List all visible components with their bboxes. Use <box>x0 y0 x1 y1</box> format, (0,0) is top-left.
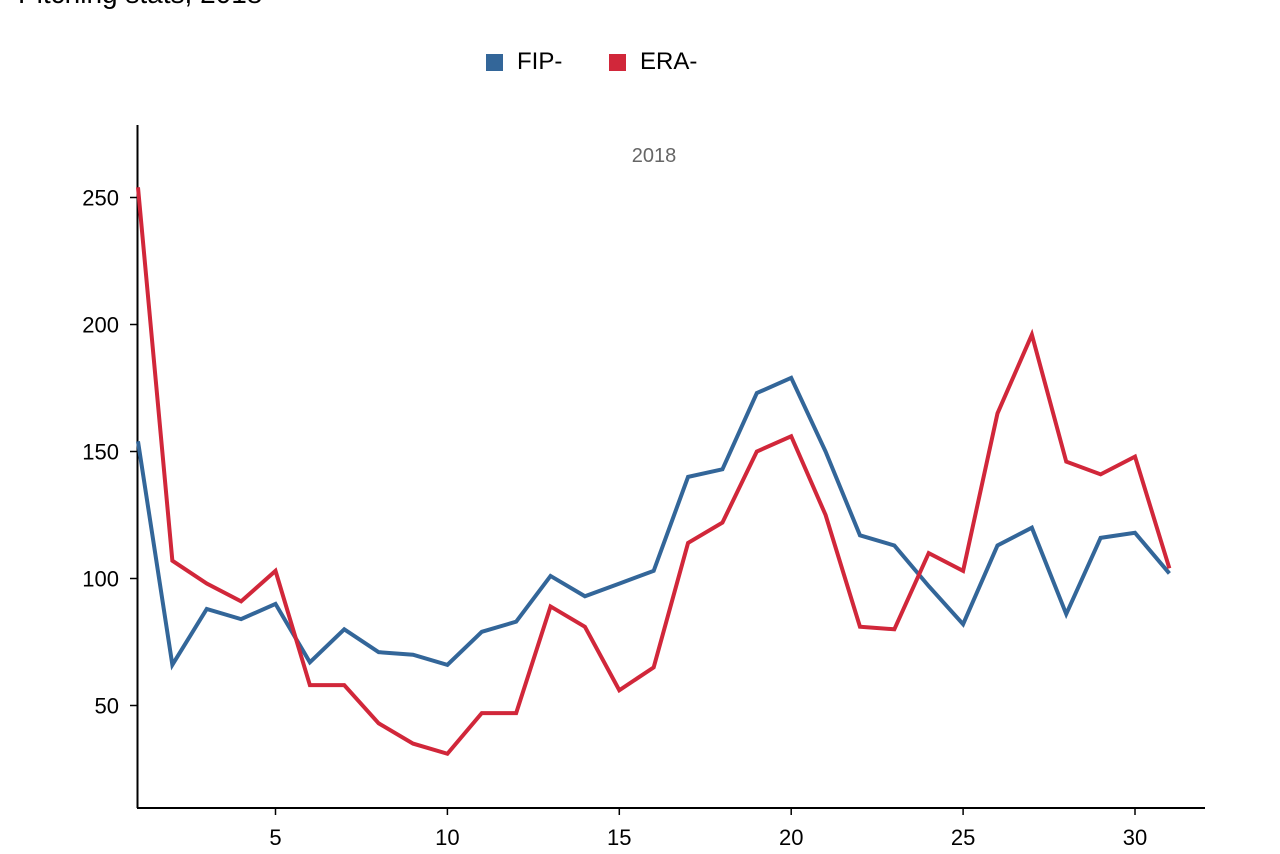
y-ticks: 50 100 150 200 250 <box>82 186 138 719</box>
y-tick-label: 200 <box>82 313 119 338</box>
x-tick-label: 10 <box>435 825 459 850</box>
panel-label: 2018 <box>632 145 677 167</box>
y-tick-label: 250 <box>82 186 119 211</box>
legend: FIP- ERA- <box>0 48 1280 78</box>
chart-title: Pitching stats, 2018 <box>18 0 262 10</box>
x-tick-label: 30 <box>1123 825 1147 850</box>
x-tick-label: 5 <box>269 825 281 850</box>
y-tick-label: 150 <box>82 440 119 465</box>
series-line-era <box>135 187 1172 757</box>
legend-label-era: ERA- <box>640 48 698 75</box>
x-tick-label: 15 <box>607 825 631 850</box>
legend-item-fip[interactable]: FIP- <box>486 48 562 76</box>
y-tick-label: 100 <box>82 567 119 592</box>
x-tick-label: 20 <box>779 825 803 850</box>
x-ticks: 5 10 15 20 25 30 <box>269 808 1147 850</box>
y-tick-label: 50 <box>95 694 119 719</box>
series-lines <box>135 187 1172 757</box>
legend-swatch-fip <box>486 53 503 71</box>
x-tick-label: 25 <box>951 825 975 850</box>
series-line-fip <box>136 375 1171 671</box>
legend-swatch-era <box>609 53 626 71</box>
legend-label-fip: FIP- <box>517 48 563 75</box>
legend-item-era[interactable]: ERA- <box>609 48 697 76</box>
